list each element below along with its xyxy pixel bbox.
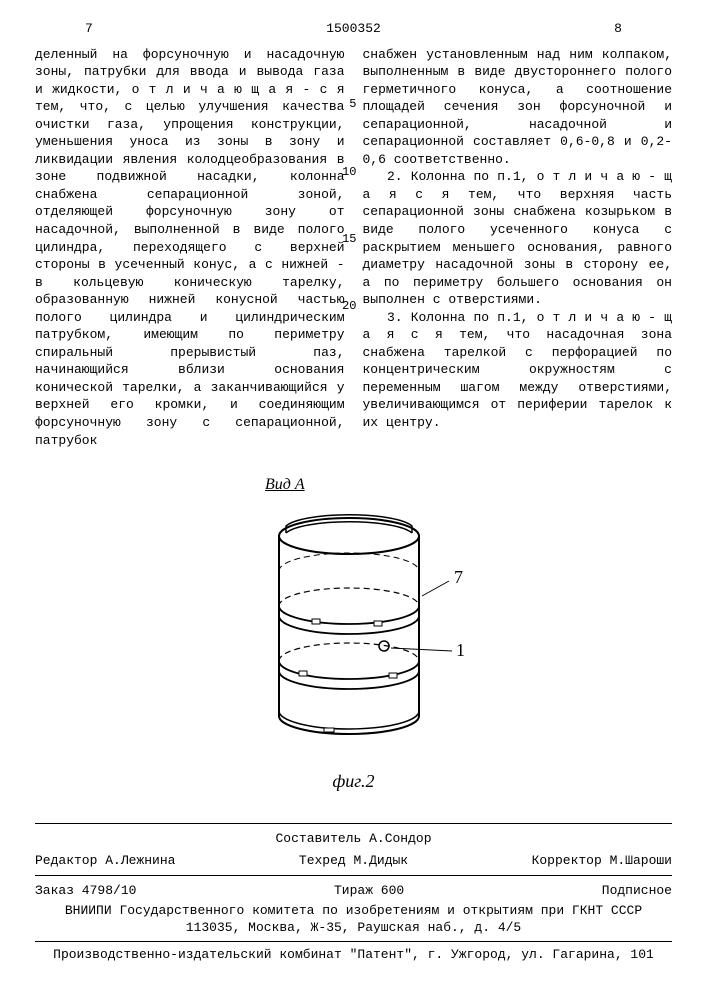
org-address: 113035, Москва, Ж-35, Раушская наб., д. … [35,919,672,937]
text-columns: деленный на форсуночную и насадочную зон… [35,46,672,450]
page-number-right: 8 [614,20,622,38]
column-right: снабжен установленным над ним колпаком, … [363,46,673,450]
line-marker-5: 5 [349,96,356,112]
patent-number: 1500352 [326,20,381,38]
line-marker-20: 20 [342,298,356,314]
corrector: Корректор М.Шароши [532,852,672,870]
column-left-text: деленный на форсуночную и насадочную зон… [35,47,345,448]
tirage: Тираж 600 [334,882,404,900]
divider [35,941,672,942]
subscription: Подписное [602,882,672,900]
column-right-claim3: 3. Колонна по п.1, о т л и ч а ю - щ а я… [363,310,673,430]
figure-ref-7: 7 [454,567,463,587]
editor: Редактор А.Лежнина [35,852,175,870]
page-number-left: 7 [85,20,93,38]
org: ВНИИПИ Государственного комитета по изоб… [35,902,672,920]
column-left: деленный на форсуночную и насадочную зон… [35,46,345,450]
figure-ref-1: 1 [456,640,465,660]
line-marker-10: 10 [342,164,356,180]
figure-top-label: Вид А [265,474,672,496]
divider [35,875,672,876]
line-marker-15: 15 [342,231,356,247]
column-right-claim2: 2. Колонна по п.1, о т л и ч а ю - щ а я… [363,169,673,307]
figure-section: Вид А [35,474,672,793]
order: Заказ 4798/10 [35,882,136,900]
column-right-p1: снабжен установленным над ним колпаком, … [363,47,673,167]
compiler: Составитель А.Сондор [275,830,431,848]
figure-diagram: 7 1 [224,501,484,761]
page: 7 1500352 8 деленный на форсуночную и на… [0,0,707,983]
publisher: Производственно-издательский комбинат "П… [35,946,672,964]
divider [35,823,672,824]
header: 7 1500352 8 [35,20,672,46]
techred: Техред М.Дидык [299,852,408,870]
figure-bottom-label: фиг.2 [35,769,672,793]
footer: Составитель А.Сондор Редактор А.Лежнина … [35,823,672,963]
